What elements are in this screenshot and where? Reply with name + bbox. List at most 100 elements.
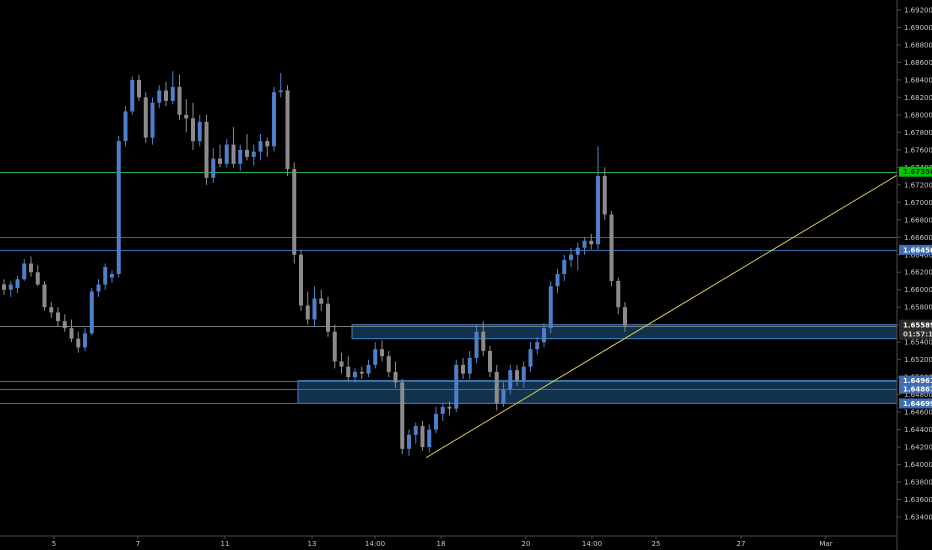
candle-body [305, 305, 310, 320]
candle-body [542, 328, 546, 343]
candle-body [413, 426, 418, 435]
candle-body [76, 338, 81, 348]
candle-body [427, 429, 432, 448]
candle-body [609, 214, 614, 281]
price-badge [899, 398, 932, 409]
candle-body [353, 371, 357, 378]
price-tick-label: 1.63800 [904, 479, 932, 487]
price-tick-label: 1.64200 [904, 444, 932, 452]
candle-body [332, 331, 337, 362]
candle-body [299, 254, 303, 306]
candle-body [204, 121, 209, 178]
trendline[interactable] [425, 174, 898, 458]
candles-layer [2, 71, 627, 456]
price-tick-label: 1.66400 [904, 251, 932, 259]
price-badge-label: 1.64867 [903, 385, 932, 393]
price-tick-label: 1.68200 [904, 94, 932, 102]
candle-body [575, 247, 580, 255]
price-tick-label: 1.68000 [904, 111, 932, 119]
time-axis[interactable]: 5 7 11 13 14:00 18 20 14:00 25 27 Mar [52, 536, 833, 548]
candle-body [15, 279, 20, 288]
candle-body [515, 370, 519, 381]
candle-body [312, 298, 317, 320]
price-tick-label: 1.68400 [904, 76, 932, 84]
candle-body [83, 333, 87, 348]
candle-body [359, 371, 364, 374]
candle-body [29, 263, 33, 273]
candle-body [555, 273, 560, 287]
candle-body [596, 176, 600, 245]
price-badge-label: 1.66456 [903, 246, 932, 254]
candle-body [467, 357, 472, 374]
time-tick-label: 27 [737, 540, 746, 548]
candle-body [407, 434, 411, 449]
candle-body [42, 284, 47, 308]
price-tick-label: 1.67200 [904, 181, 932, 189]
price-tick-label: 1.68600 [904, 59, 932, 67]
candle-body [130, 79, 135, 112]
price-tick-label: 1.63600 [904, 496, 932, 504]
candle-body [272, 92, 276, 147]
price-tick-label: 1.66600 [904, 234, 932, 242]
candle-body [488, 350, 492, 372]
candle-body [440, 406, 445, 414]
price-tick-label: 1.64800 [904, 391, 932, 399]
price-badge [899, 166, 932, 177]
candle-body [231, 144, 236, 164]
time-tick-label: 5 [52, 540, 56, 548]
price-tick-label: 1.65400 [904, 339, 932, 347]
price-badge-label: 1.67350 [903, 168, 932, 176]
candle-body [123, 111, 128, 142]
price-badge-label: 1.64961 [903, 377, 932, 385]
price-tick-label: 1.67800 [904, 129, 932, 137]
candle-body [400, 382, 405, 449]
candle-body [434, 413, 438, 430]
candle-body [110, 273, 114, 278]
candle-body [623, 307, 627, 326]
price-tick-label: 1.64000 [904, 461, 932, 469]
price-badge [899, 244, 932, 255]
time-tick-label: 14:00 [582, 540, 602, 548]
candle-body [380, 349, 384, 357]
candle-body [602, 176, 607, 215]
candle-body [562, 260, 567, 274]
candle-body [481, 331, 486, 351]
time-tick-label: 14:00 [365, 540, 385, 548]
candle-body [393, 371, 398, 383]
candle-body [251, 151, 256, 157]
price-badge [899, 375, 932, 386]
candle-body [224, 144, 229, 164]
candle-body [157, 90, 162, 103]
levels-layer [0, 172, 897, 404]
candle-body [474, 331, 479, 358]
price-tick-label: 1.67600 [904, 146, 932, 154]
price-tick-label: 1.64600 [904, 409, 932, 417]
candle-body [326, 303, 330, 332]
candle-body [177, 86, 182, 115]
candle-body [285, 90, 290, 170]
candle-body [521, 366, 526, 381]
price-tick-label: 1.64400 [904, 426, 932, 434]
candle-body [191, 118, 195, 142]
zone-box [297, 380, 898, 404]
candle-body [2, 284, 6, 290]
candle-body [339, 361, 344, 367]
candle-body [116, 141, 121, 274]
candle-body [582, 240, 587, 248]
price-tick-label: 1.66800 [904, 216, 932, 224]
candle-body [103, 266, 108, 285]
trend-layer[interactable] [425, 174, 898, 458]
current-price-label: 1.65589 [903, 322, 932, 330]
current-price-badge [899, 319, 932, 340]
time-tick-label: 20 [522, 540, 531, 548]
price-tick-label: 1.68800 [904, 41, 932, 49]
candle-body [265, 141, 270, 147]
candle-body [62, 321, 67, 329]
candle-body [589, 240, 594, 245]
candle-body [569, 254, 573, 261]
candle-body [56, 312, 60, 322]
candle-body [461, 364, 465, 374]
candle-body [420, 426, 425, 448]
